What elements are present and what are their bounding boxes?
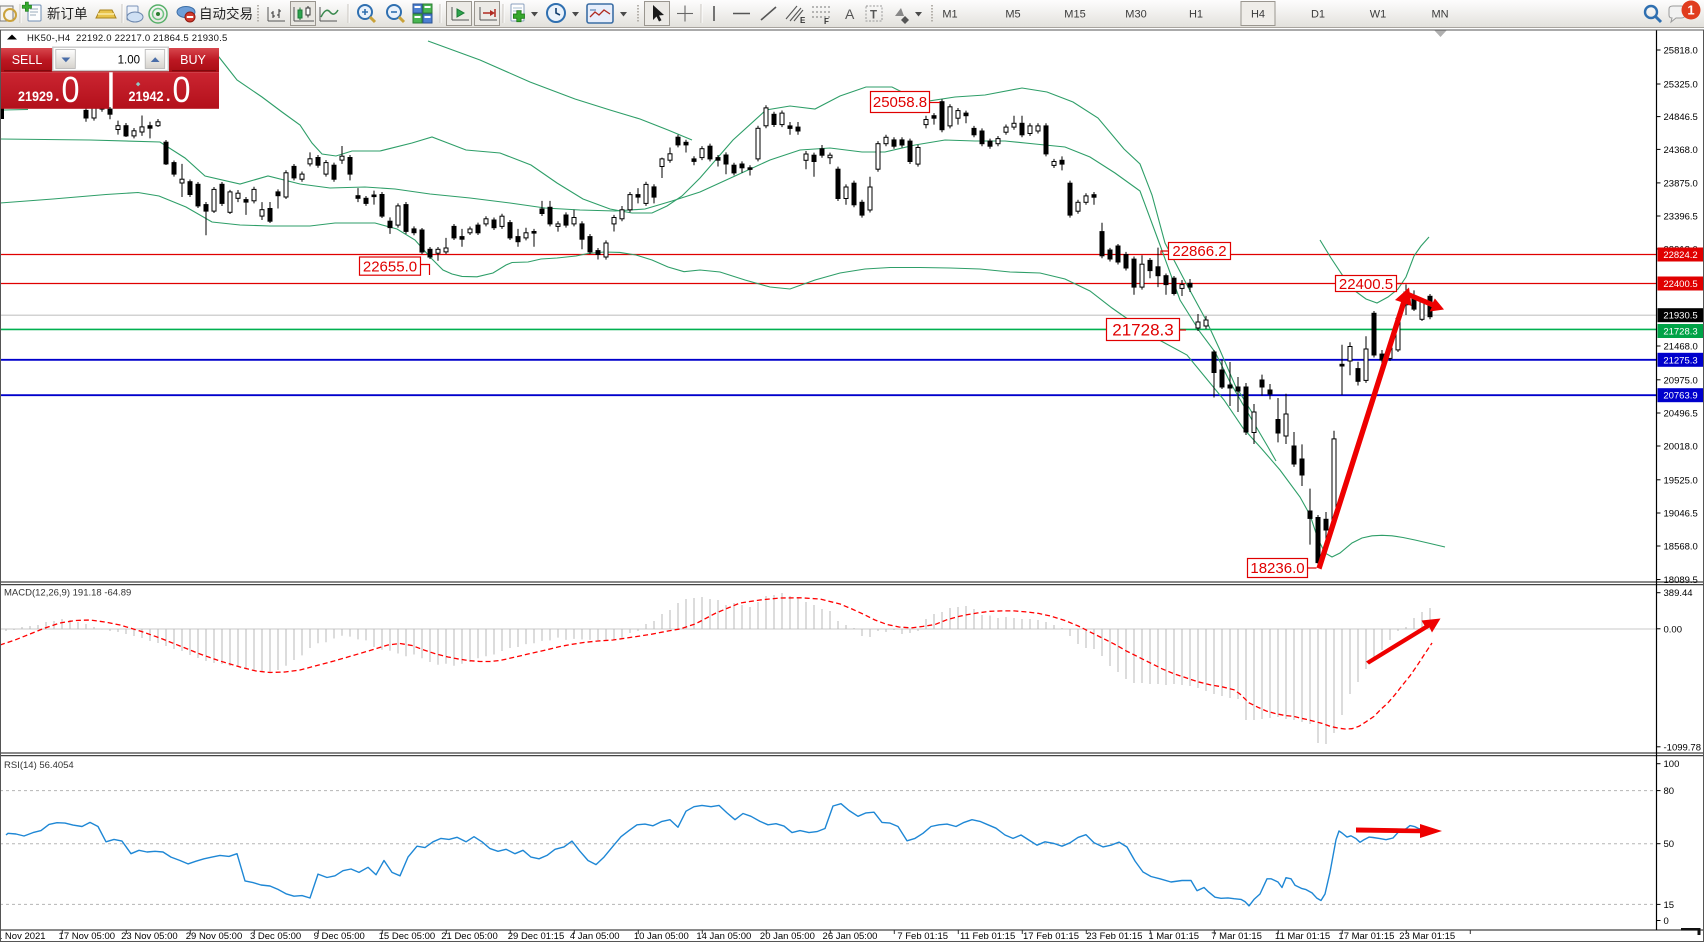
svg-text:MACD(12,26,9) 191.18 -64.89: MACD(12,26,9) 191.18 -64.89 bbox=[4, 588, 131, 599]
svg-text:M15: M15 bbox=[1064, 9, 1085, 21]
svg-text:80: 80 bbox=[1664, 786, 1675, 797]
svg-text:W1: W1 bbox=[1370, 9, 1387, 21]
svg-text:0.00: 0.00 bbox=[1664, 624, 1683, 635]
svg-text:1 Mar 01:15: 1 Mar 01:15 bbox=[1148, 931, 1199, 942]
svg-text:29 Dec 01:15: 29 Dec 01:15 bbox=[508, 931, 565, 942]
svg-text:9 Dec 05:00: 9 Dec 05:00 bbox=[314, 931, 365, 942]
svg-text:29 Nov 05:00: 29 Nov 05:00 bbox=[186, 931, 243, 942]
svg-text:23 Nov 05:00: 23 Nov 05:00 bbox=[121, 931, 178, 942]
svg-text:自动交易: 自动交易 bbox=[199, 6, 253, 22]
svg-text:23 Mar 01:15: 23 Mar 01:15 bbox=[1399, 931, 1455, 942]
svg-text:0: 0 bbox=[1664, 916, 1669, 927]
svg-text:20496.5: 20496.5 bbox=[1664, 409, 1698, 420]
svg-text:21275.3: 21275.3 bbox=[1663, 355, 1697, 366]
svg-text:389.44: 389.44 bbox=[1664, 588, 1693, 599]
svg-text:23875.0: 23875.0 bbox=[1664, 178, 1698, 189]
svg-text:4 Jan 05:00: 4 Jan 05:00 bbox=[570, 931, 620, 942]
svg-text:H4: H4 bbox=[1251, 9, 1265, 21]
svg-text:24846.5: 24846.5 bbox=[1664, 112, 1698, 123]
svg-text:MN: MN bbox=[1431, 9, 1448, 21]
svg-text:0: 0 bbox=[62, 69, 80, 110]
svg-text:25058.8: 25058.8 bbox=[873, 94, 927, 111]
svg-text:.: . bbox=[55, 88, 59, 105]
svg-text:17 Feb 01:15: 17 Feb 01:15 bbox=[1023, 931, 1079, 942]
svg-text:M30: M30 bbox=[1125, 9, 1146, 21]
svg-text:50: 50 bbox=[1664, 839, 1675, 850]
svg-text:22655.0: 22655.0 bbox=[363, 258, 417, 275]
svg-text:11 Nov 2021: 11 Nov 2021 bbox=[0, 931, 46, 942]
svg-text:F: F bbox=[824, 17, 829, 26]
svg-text:1: 1 bbox=[1687, 3, 1694, 18]
svg-text:17 Nov 05:00: 17 Nov 05:00 bbox=[59, 931, 116, 942]
svg-text:D1: D1 bbox=[1311, 9, 1325, 21]
svg-text:100: 100 bbox=[1664, 759, 1680, 770]
svg-text:14 Jan 05:00: 14 Jan 05:00 bbox=[696, 931, 751, 942]
svg-text:-1099.78: -1099.78 bbox=[1664, 742, 1702, 753]
svg-text:0: 0 bbox=[173, 69, 191, 110]
svg-text:25818.0: 25818.0 bbox=[1664, 46, 1698, 57]
svg-text:M1: M1 bbox=[942, 9, 957, 21]
svg-text:21930.5: 21930.5 bbox=[1663, 311, 1697, 322]
svg-text:21 Dec 05:00: 21 Dec 05:00 bbox=[441, 931, 498, 942]
svg-text:11 Feb 01:15: 11 Feb 01:15 bbox=[960, 931, 1015, 942]
svg-text:22400.5: 22400.5 bbox=[1339, 276, 1393, 293]
svg-text:15 Dec 05:00: 15 Dec 05:00 bbox=[379, 931, 436, 942]
svg-text:23396.5: 23396.5 bbox=[1664, 212, 1698, 223]
svg-text:24368.0: 24368.0 bbox=[1664, 145, 1698, 156]
svg-text:19046.5: 19046.5 bbox=[1664, 509, 1698, 520]
svg-text:20018.0: 20018.0 bbox=[1664, 442, 1698, 453]
svg-text:22866.2: 22866.2 bbox=[1172, 243, 1226, 260]
svg-text:20975.0: 20975.0 bbox=[1664, 375, 1698, 386]
svg-text:3 Dec 05:00: 3 Dec 05:00 bbox=[250, 931, 301, 942]
svg-text:25325.0: 25325.0 bbox=[1664, 80, 1698, 91]
svg-text:新订单: 新订单 bbox=[47, 7, 88, 22]
svg-text:18568.0: 18568.0 bbox=[1664, 542, 1698, 553]
svg-text:20 Jan 05:00: 20 Jan 05:00 bbox=[760, 931, 815, 942]
svg-text:E: E bbox=[800, 16, 806, 25]
svg-text:10 Jan 05:00: 10 Jan 05:00 bbox=[634, 931, 689, 942]
svg-text:18089.5: 18089.5 bbox=[1664, 575, 1698, 586]
svg-text:15: 15 bbox=[1664, 900, 1675, 911]
svg-text:M5: M5 bbox=[1005, 9, 1020, 21]
svg-text:7 Mar 01:15: 7 Mar 01:15 bbox=[1211, 931, 1262, 942]
svg-text:RSI(14) 56.4054: RSI(14) 56.4054 bbox=[4, 760, 74, 771]
svg-text:18236.0: 18236.0 bbox=[1250, 560, 1304, 577]
svg-text:SELL: SELL bbox=[12, 53, 43, 67]
svg-text:22400.5: 22400.5 bbox=[1663, 279, 1697, 290]
svg-text:11 Mar 01:15: 11 Mar 01:15 bbox=[1275, 931, 1330, 942]
svg-text:.: . bbox=[166, 88, 170, 105]
svg-text:7 Feb 01:15: 7 Feb 01:15 bbox=[897, 931, 948, 942]
svg-text:21728.3: 21728.3 bbox=[1663, 327, 1697, 338]
svg-text:BUY: BUY bbox=[180, 53, 206, 67]
svg-text:21929: 21929 bbox=[18, 89, 53, 104]
svg-text:HK50-,H4 22192.0 22217.0 2186: HK50-,H4 22192.0 22217.0 21864.5 21930.5 bbox=[27, 33, 227, 44]
svg-text:T: T bbox=[870, 10, 877, 22]
svg-text:26 Jan 05:00: 26 Jan 05:00 bbox=[823, 931, 878, 942]
svg-text:17 Mar 01:15: 17 Mar 01:15 bbox=[1338, 931, 1394, 942]
svg-text:21942: 21942 bbox=[129, 89, 164, 104]
svg-text:20763.9: 20763.9 bbox=[1663, 391, 1697, 402]
svg-text:19525.0: 19525.0 bbox=[1664, 475, 1698, 486]
svg-text:23 Feb 01:15: 23 Feb 01:15 bbox=[1086, 931, 1142, 942]
svg-text:A: A bbox=[845, 6, 855, 22]
svg-text:21468.0: 21468.0 bbox=[1664, 342, 1698, 353]
svg-text:1.00: 1.00 bbox=[118, 55, 140, 67]
svg-text:21728.3: 21728.3 bbox=[1112, 320, 1173, 339]
svg-text:H1: H1 bbox=[1189, 9, 1203, 21]
svg-text:22824.2: 22824.2 bbox=[1663, 250, 1697, 261]
